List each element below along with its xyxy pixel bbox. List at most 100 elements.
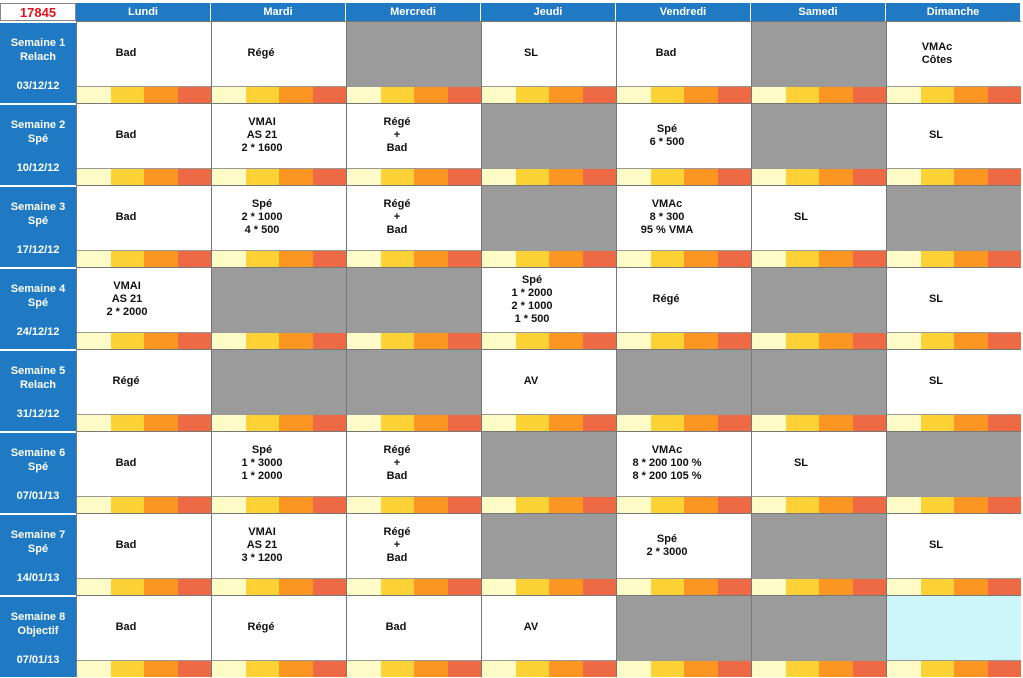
session-cell-jeudi[interactable] <box>481 185 616 267</box>
intensity-level-1 <box>617 169 651 185</box>
session-cell-dimanche[interactable]: VMAc Côtes <box>886 21 1021 103</box>
session-cell-jeudi[interactable]: Spé 1 * 2000 2 * 1000 1 * 500 <box>481 267 616 349</box>
week-number: Semaine 5 <box>10 365 66 377</box>
session-cell-samedi[interactable]: SL <box>751 185 886 267</box>
session-cell-samedi[interactable] <box>751 103 886 185</box>
session-cell-dimanche[interactable]: SL <box>886 513 1021 595</box>
session-cell-vendredi[interactable] <box>616 349 751 431</box>
session-cell-mardi[interactable]: Régé <box>211 21 346 103</box>
session-cell-mercredi[interactable] <box>346 267 481 349</box>
intensity-level-4 <box>312 415 346 431</box>
session-cell-dimanche[interactable] <box>886 431 1021 513</box>
session-cell-dimanche[interactable] <box>886 595 1021 677</box>
session-cell-dimanche[interactable]: SL <box>886 103 1021 185</box>
session-cell-lundi[interactable]: Bad <box>76 21 211 103</box>
session-cell-jeudi[interactable]: AV <box>481 349 616 431</box>
intensity-level-1 <box>77 251 111 267</box>
intensity-level-3 <box>414 661 448 677</box>
session-cell-samedi[interactable] <box>751 349 886 431</box>
intensity-level-3 <box>549 87 583 103</box>
day-header-mercredi: Mercredi <box>346 3 481 21</box>
intensity-level-1 <box>347 333 381 349</box>
intensity-level-2 <box>785 169 819 185</box>
week-phase: Spé <box>27 543 49 555</box>
intensity-level-1 <box>617 579 651 595</box>
session-text: SL <box>523 47 539 59</box>
session-cell-vendredi[interactable]: VMAc 8 * 200 100 % 8 * 200 105 % <box>616 431 751 513</box>
intensity-level-3 <box>549 251 583 267</box>
session-cell-lundi[interactable]: Bad <box>76 103 211 185</box>
day-header-lundi: Lundi <box>76 3 211 21</box>
intensity-strip <box>77 660 211 677</box>
session-cell-mardi[interactable]: VMAI AS 21 2 * 1600 <box>211 103 346 185</box>
session-cell-mardi[interactable]: Spé 1 * 3000 1 * 2000 <box>211 431 346 513</box>
session-cell-samedi[interactable] <box>751 21 886 103</box>
session-cell-lundi[interactable]: Bad <box>76 431 211 513</box>
session-cell-samedi[interactable] <box>751 513 886 595</box>
intensity-strip <box>212 578 346 595</box>
session-cell-jeudi[interactable]: AV <box>481 595 616 677</box>
day-header-dimanche: Dimanche <box>886 3 1021 21</box>
intensity-level-1 <box>752 169 786 185</box>
session-cell-vendredi[interactable]: Régé <box>616 267 751 349</box>
session-cell-samedi[interactable] <box>751 267 886 349</box>
session-cell-lundi[interactable]: VMAI AS 21 2 * 2000 <box>76 267 211 349</box>
intensity-level-1 <box>347 497 381 513</box>
intensity-level-3 <box>954 87 988 103</box>
session-cell-lundi[interactable]: Bad <box>76 185 211 267</box>
session-cell-jeudi[interactable] <box>481 103 616 185</box>
session-cell-mardi[interactable] <box>211 349 346 431</box>
session-cell-mercredi[interactable] <box>346 21 481 103</box>
session-cell-mercredi[interactable]: Régé + Bad <box>346 103 481 185</box>
session-cell-jeudi[interactable]: SL <box>481 21 616 103</box>
session-cell-mardi[interactable]: VMAI AS 21 3 * 1200 <box>211 513 346 595</box>
intensity-level-1 <box>77 661 111 677</box>
session-cell-vendredi[interactable]: Spé 2 * 3000 <box>616 513 751 595</box>
session-cell-mercredi[interactable]: Régé + Bad <box>346 513 481 595</box>
intensity-level-3 <box>954 251 988 267</box>
session-text: Bad <box>115 621 137 633</box>
intensity-strip <box>752 496 886 513</box>
session-cell-samedi[interactable]: SL <box>751 431 886 513</box>
session-text: VMAc Côtes <box>921 41 953 66</box>
day-header-samedi: Samedi <box>751 3 886 21</box>
session-cell-dimanche[interactable] <box>886 185 1021 267</box>
intensity-level-1 <box>77 497 111 513</box>
session-cell-lundi[interactable]: Bad <box>76 595 211 677</box>
intensity-level-3 <box>414 333 448 349</box>
session-cell-vendredi[interactable]: Spé 6 * 500 <box>616 103 751 185</box>
session-text: Bad <box>385 621 407 633</box>
intensity-level-1 <box>887 579 921 595</box>
session-cell-mardi[interactable] <box>211 267 346 349</box>
session-cell-dimanche[interactable]: SL <box>886 349 1021 431</box>
session-cell-mardi[interactable]: Spé 2 * 1000 4 * 500 <box>211 185 346 267</box>
session-cell-mercredi[interactable]: Bad <box>346 595 481 677</box>
session-cell-jeudi[interactable] <box>481 513 616 595</box>
session-cell-vendredi[interactable] <box>616 595 751 677</box>
session-cell-lundi[interactable]: Bad <box>76 513 211 595</box>
session-cell-mardi[interactable]: Régé <box>211 595 346 677</box>
session-cell-vendredi[interactable]: VMAc 8 * 300 95 % VMA <box>616 185 751 267</box>
session-cell-vendredi[interactable]: Bad <box>616 21 751 103</box>
session-text: SL <box>793 457 809 469</box>
session-cell-dimanche[interactable]: SL <box>886 267 1021 349</box>
session-cell-lundi[interactable]: Régé <box>76 349 211 431</box>
intensity-level-4 <box>312 87 346 103</box>
intensity-strip <box>347 496 481 513</box>
week-number: Semaine 2 <box>10 119 66 131</box>
intensity-level-2 <box>515 251 549 267</box>
intensity-level-1 <box>482 579 516 595</box>
intensity-level-3 <box>549 661 583 677</box>
intensity-level-4 <box>447 169 481 185</box>
intensity-level-3 <box>144 497 178 513</box>
session-text: VMAI AS 21 2 * 2000 <box>106 280 148 318</box>
session-cell-samedi[interactable] <box>751 595 886 677</box>
session-cell-mercredi[interactable]: Régé + Bad <box>346 431 481 513</box>
week-phase: Spé <box>27 215 49 227</box>
session-cell-jeudi[interactable] <box>481 431 616 513</box>
intensity-level-1 <box>887 169 921 185</box>
session-cell-mercredi[interactable]: Régé + Bad <box>346 185 481 267</box>
intensity-level-4 <box>447 251 481 267</box>
session-cell-mercredi[interactable] <box>346 349 481 431</box>
intensity-level-2 <box>245 415 279 431</box>
